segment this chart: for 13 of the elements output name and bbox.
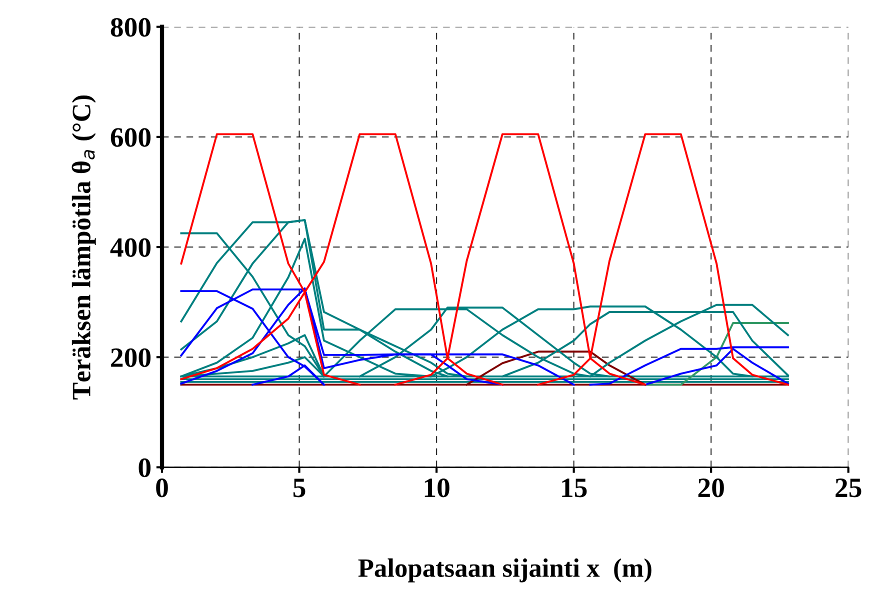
x-tick-label: 15: [562, 478, 587, 498]
x-tick-label: 0: [156, 478, 168, 498]
y-axis-title: Teräksen lämpötila θ$_{a}$ (°C): [72, 96, 96, 400]
x-tick-label: 20: [698, 478, 724, 498]
y-tick-label: 600: [110, 128, 151, 147]
x-tick-label: 10: [424, 478, 450, 498]
x-tick-label: 25: [836, 478, 862, 498]
x-axis-title: Palopatsaan sijainti x (m): [358, 558, 652, 582]
y-tick-label: 800: [110, 18, 151, 37]
x-tick-label: 5: [293, 478, 306, 498]
y-tick-label: 200: [111, 348, 151, 368]
y-tick-label: 0: [138, 458, 151, 478]
y-tick-label: 400: [110, 238, 151, 257]
